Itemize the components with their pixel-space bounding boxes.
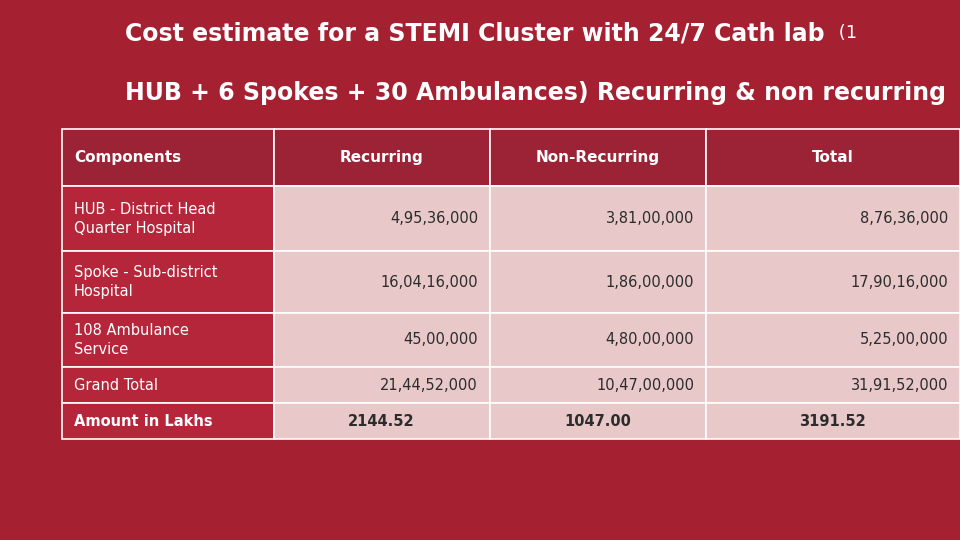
Text: 17,90,16,000: 17,90,16,000 xyxy=(851,274,948,289)
Text: Cost estimate for a STEMI Cluster with 24/7 Cath lab: Cost estimate for a STEMI Cluster with 2… xyxy=(125,21,825,45)
Text: 10,47,00,000: 10,47,00,000 xyxy=(596,377,694,393)
Bar xyxy=(490,129,706,186)
Text: 3191.52: 3191.52 xyxy=(800,414,866,429)
Bar xyxy=(706,186,960,252)
Text: HUB + 6 Spokes + 30 Ambulances) Recurring & non recurring: HUB + 6 Spokes + 30 Ambulances) Recurrin… xyxy=(125,80,946,105)
Bar xyxy=(274,252,490,313)
Bar xyxy=(62,129,274,186)
Text: 31,91,52,000: 31,91,52,000 xyxy=(851,377,948,393)
Text: Amount in Lakhs: Amount in Lakhs xyxy=(74,414,212,429)
Bar xyxy=(490,252,706,313)
Bar xyxy=(274,129,490,186)
Bar xyxy=(62,403,274,439)
Text: 21,44,52,000: 21,44,52,000 xyxy=(380,377,478,393)
Bar xyxy=(62,186,274,252)
Bar xyxy=(706,403,960,439)
Text: 3,81,00,000: 3,81,00,000 xyxy=(606,211,694,226)
Text: 108 Ambulance
Service: 108 Ambulance Service xyxy=(74,323,189,357)
Bar xyxy=(490,186,706,252)
Bar xyxy=(274,186,490,252)
Text: Components: Components xyxy=(74,150,181,165)
Bar xyxy=(274,403,490,439)
Bar xyxy=(62,313,274,367)
Text: 4,80,00,000: 4,80,00,000 xyxy=(606,333,694,347)
Text: Non-Recurring: Non-Recurring xyxy=(536,150,660,165)
Bar xyxy=(274,367,490,403)
Bar xyxy=(490,403,706,439)
Text: 8,76,36,000: 8,76,36,000 xyxy=(860,211,948,226)
Bar xyxy=(490,367,706,403)
Bar xyxy=(62,252,274,313)
Bar xyxy=(490,313,706,367)
Bar xyxy=(706,129,960,186)
Bar xyxy=(706,252,960,313)
Text: Spoke - Sub-district
Hospital: Spoke - Sub-district Hospital xyxy=(74,265,217,299)
Text: 2144.52: 2144.52 xyxy=(348,414,415,429)
Text: 45,00,000: 45,00,000 xyxy=(403,333,478,347)
Text: Grand Total: Grand Total xyxy=(74,377,157,393)
Text: 1047.00: 1047.00 xyxy=(564,414,631,429)
Text: Total: Total xyxy=(812,150,853,165)
Bar xyxy=(706,367,960,403)
Text: HUB - District Head
Quarter Hospital: HUB - District Head Quarter Hospital xyxy=(74,202,216,235)
Text: (1: (1 xyxy=(833,24,857,42)
Text: Recurring: Recurring xyxy=(340,150,423,165)
Text: 5,25,00,000: 5,25,00,000 xyxy=(860,333,948,347)
Text: 16,04,16,000: 16,04,16,000 xyxy=(380,274,478,289)
Bar xyxy=(274,313,490,367)
Bar xyxy=(706,313,960,367)
Bar xyxy=(62,367,274,403)
Text: 4,95,36,000: 4,95,36,000 xyxy=(390,211,478,226)
Text: 1,86,00,000: 1,86,00,000 xyxy=(606,274,694,289)
